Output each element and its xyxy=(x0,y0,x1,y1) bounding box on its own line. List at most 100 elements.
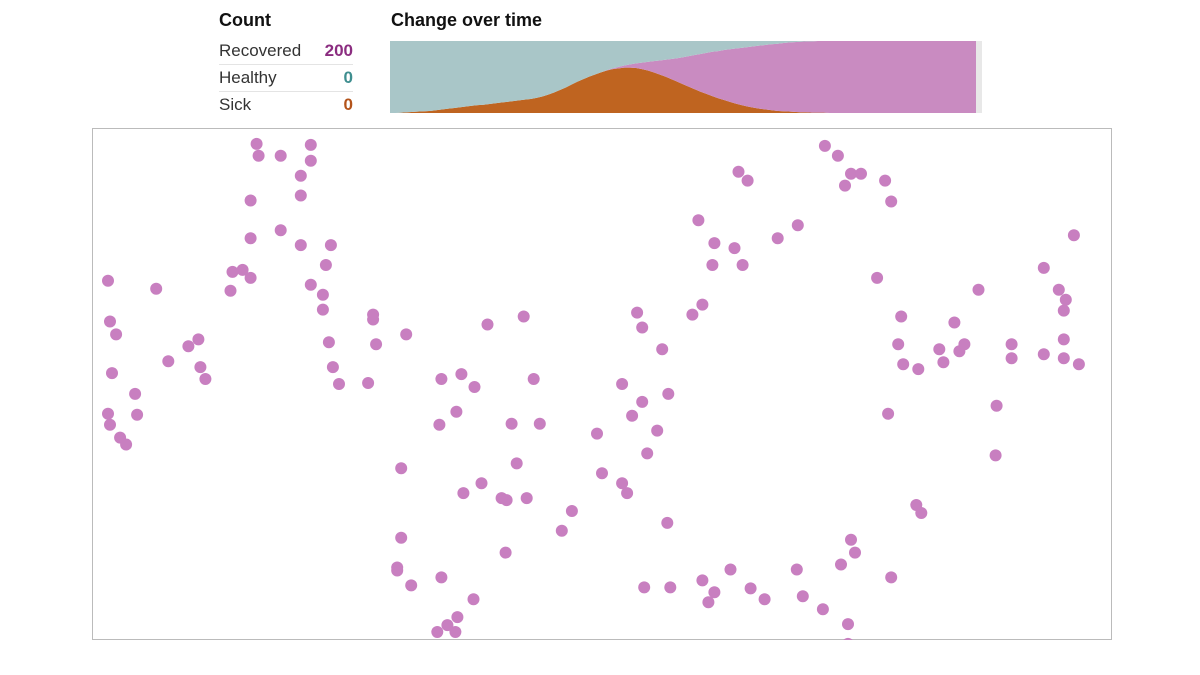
person-dot xyxy=(818,139,831,152)
person-dot xyxy=(692,214,705,227)
person-dot xyxy=(400,328,413,341)
area-healthy xyxy=(390,41,976,113)
person-dot xyxy=(520,492,533,505)
healthy-label: Healthy xyxy=(219,68,277,87)
person-dot xyxy=(395,531,408,544)
person-dot xyxy=(150,282,163,295)
person-dot xyxy=(244,271,257,284)
person-dot xyxy=(758,593,771,606)
person-dot xyxy=(616,477,629,490)
person-dot xyxy=(395,462,408,475)
person-dot xyxy=(333,378,345,390)
person-dot xyxy=(845,167,857,180)
person-dot xyxy=(510,457,523,470)
person-dot xyxy=(505,417,518,430)
recovered-label: Recovered xyxy=(219,41,302,60)
person-dot xyxy=(831,149,844,162)
person-dot xyxy=(104,315,116,328)
person-dot xyxy=(1059,293,1072,306)
person-dot xyxy=(892,338,905,351)
person-dot xyxy=(131,408,144,421)
person-dot xyxy=(499,546,512,559)
person-dot xyxy=(596,467,608,480)
person-dot xyxy=(274,149,287,162)
person-dot xyxy=(882,407,895,420)
person-dot xyxy=(937,356,950,369)
person-dot xyxy=(626,409,639,422)
person-dot xyxy=(1057,304,1070,317)
count-row-recovered: Recovered 200 xyxy=(219,38,353,65)
person-dot xyxy=(304,138,317,151)
person-dot xyxy=(696,298,709,311)
person-dot xyxy=(1067,229,1080,242)
person-dot xyxy=(708,586,721,599)
person-dot xyxy=(457,487,470,500)
person-dot xyxy=(104,418,116,431)
person-dot xyxy=(451,611,464,624)
person-dot xyxy=(468,381,481,393)
person-dot xyxy=(467,593,480,606)
person-dot xyxy=(431,626,444,638)
person-dot xyxy=(316,303,329,316)
person-dot xyxy=(661,516,674,529)
person-dot xyxy=(441,619,454,632)
healthy-count: 0 xyxy=(343,68,353,87)
person-dot xyxy=(449,626,462,638)
person-dot xyxy=(845,533,857,546)
person-dot xyxy=(120,438,133,451)
person-dot xyxy=(129,387,142,400)
person-dot xyxy=(912,363,925,376)
person-dot xyxy=(885,195,898,208)
person-dot xyxy=(871,271,884,284)
count-row-healthy: Healthy 0 xyxy=(219,65,353,92)
person-dot xyxy=(405,579,418,592)
person-dot xyxy=(244,194,257,207)
person-dot xyxy=(319,259,332,271)
person-dot xyxy=(651,424,664,437)
person-dot xyxy=(481,318,494,331)
person-dot xyxy=(1072,358,1085,371)
person-dot xyxy=(367,313,380,326)
person-dot xyxy=(192,333,205,346)
change-panel-title: Change over time xyxy=(391,10,543,30)
area-recovered xyxy=(390,41,976,113)
person-dot xyxy=(1052,283,1065,296)
person-dot xyxy=(1037,348,1050,361)
person-dot xyxy=(226,265,239,278)
person-dot xyxy=(322,336,335,349)
person-dot xyxy=(274,224,287,237)
person-dot xyxy=(816,603,829,616)
person-dot xyxy=(475,477,488,490)
count-row-sick: Sick 0 xyxy=(219,92,353,118)
person-dot xyxy=(708,237,721,250)
person-dot xyxy=(182,340,195,353)
person-dot xyxy=(958,338,971,351)
person-dot xyxy=(849,546,861,559)
person-dot xyxy=(236,263,249,276)
person-dot xyxy=(450,405,463,418)
person-dot xyxy=(565,505,578,517)
person-dot xyxy=(316,288,329,301)
person-dot xyxy=(370,338,383,351)
person-dot xyxy=(897,358,910,371)
person-dot xyxy=(324,239,337,252)
person-dot xyxy=(656,343,669,356)
simulation-canvas xyxy=(92,128,1112,640)
person-dot xyxy=(989,449,1002,462)
person-dot xyxy=(1057,352,1070,365)
person-dot xyxy=(636,395,649,408)
person-dot xyxy=(244,232,257,245)
person-dot xyxy=(555,524,568,537)
person-dot xyxy=(194,361,207,374)
timeline-remaining-strip xyxy=(976,41,982,113)
person-dot xyxy=(1005,338,1018,351)
person-dot xyxy=(839,179,851,192)
person-dot xyxy=(686,308,699,321)
sick-label: Sick xyxy=(219,95,252,114)
person-dot xyxy=(664,581,677,594)
person-dot xyxy=(435,571,448,584)
area-sick xyxy=(390,67,976,113)
person-dot xyxy=(252,149,265,162)
person-dot xyxy=(304,154,317,167)
person-dot xyxy=(533,417,546,430)
